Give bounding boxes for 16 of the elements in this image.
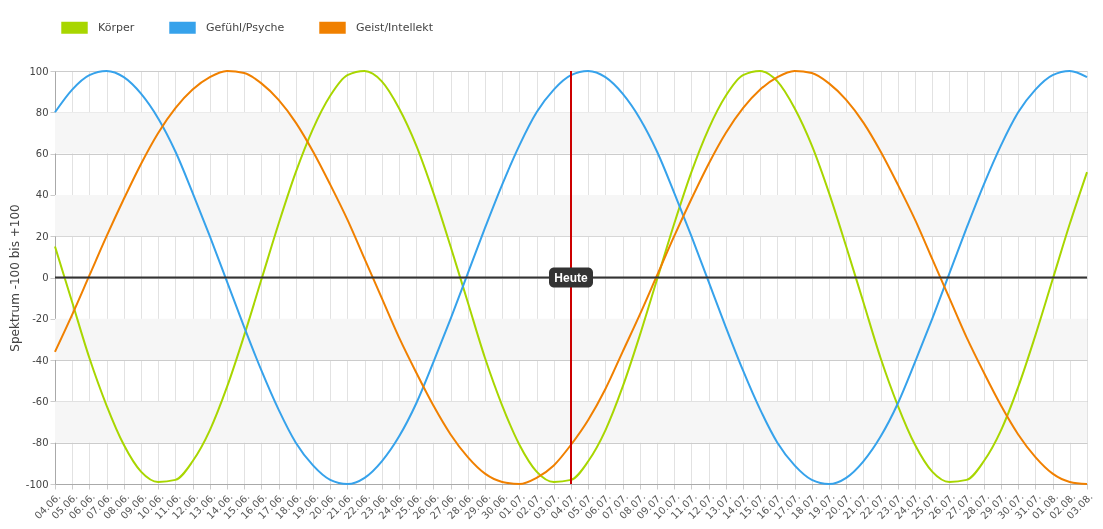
y-tick-label: 60 xyxy=(35,148,49,160)
y-tick-label: 80 xyxy=(35,106,49,118)
y-tick-label: -80 xyxy=(32,437,49,449)
y-tick-label: -60 xyxy=(32,395,49,407)
y-tick-label: -20 xyxy=(32,313,49,325)
legend-label: Gefühl/Psyche xyxy=(206,20,285,34)
legend-label: Geist/Intellekt xyxy=(356,20,434,34)
y-axis-title: Spektrum -100 bis +100 xyxy=(7,204,22,352)
y-tick-label: 0 xyxy=(42,272,49,283)
y-tick-label: -40 xyxy=(32,354,49,366)
y-tick-label: 100 xyxy=(29,65,49,77)
legend-label: Körper xyxy=(98,20,135,34)
y-tick-label: 40 xyxy=(35,189,49,201)
ref-line-label: Heute xyxy=(554,270,588,285)
y-tick-label: 20 xyxy=(35,230,49,242)
y-tick-label: -100 xyxy=(25,478,49,490)
